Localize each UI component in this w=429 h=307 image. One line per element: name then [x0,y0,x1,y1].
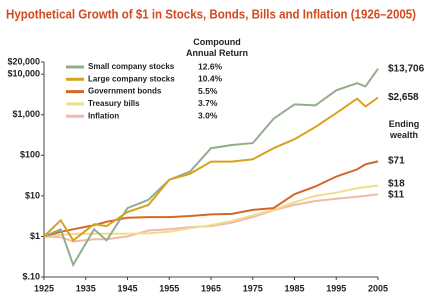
series-line [43,96,379,242]
legend-return: 5.5% [198,86,218,96]
legend-label: Inflation [88,111,119,120]
y-tick-label: $10,000 [7,69,40,79]
legend-return: 12.6% [198,61,223,71]
y-tick-label: $10 [25,190,40,200]
y-tick-label: $20,000 [7,56,40,66]
series-line [43,68,379,268]
legend-label: Small company stocks [88,62,175,71]
x-tick-label: 1955 [159,283,179,293]
x-tick-label: 1985 [284,283,304,293]
legend-title: Compound Annual Return [186,37,248,58]
y-tick-label: $1 [30,231,40,241]
x-tick-label: 1925 [34,283,54,293]
y-tick-label: $1,000 [12,109,40,119]
legend-label: Large company stocks [88,74,175,83]
end-label: $71 [388,156,405,167]
x-tick-label: 1995 [326,283,346,293]
legend-return: 10.4% [198,74,223,84]
y-tick-label: $100 [20,150,40,160]
end-label: $2,658 [388,92,419,103]
series-line [43,184,379,238]
x-tick-label: 1945 [117,283,137,293]
legend-label: Treasury bills [88,99,140,108]
x-tick-label: 1965 [201,283,221,293]
x-tick-label: 1975 [243,283,263,293]
legend-return: 3.0% [198,110,218,120]
legend-label: Government bonds [88,87,162,96]
end-label: $18 [388,179,405,190]
end-label: $13,706 [388,63,425,74]
y-tick-label: $.10 [22,271,40,281]
end-title: Ending wealth [388,119,420,140]
x-tick-label: 2005 [368,283,388,293]
x-tick-label: 1935 [76,283,96,293]
legend-return: 3.7% [198,98,218,108]
end-label: $11 [388,190,405,201]
chart-title: Hypothetical Growth of $1 in Stocks, Bon… [6,7,416,21]
